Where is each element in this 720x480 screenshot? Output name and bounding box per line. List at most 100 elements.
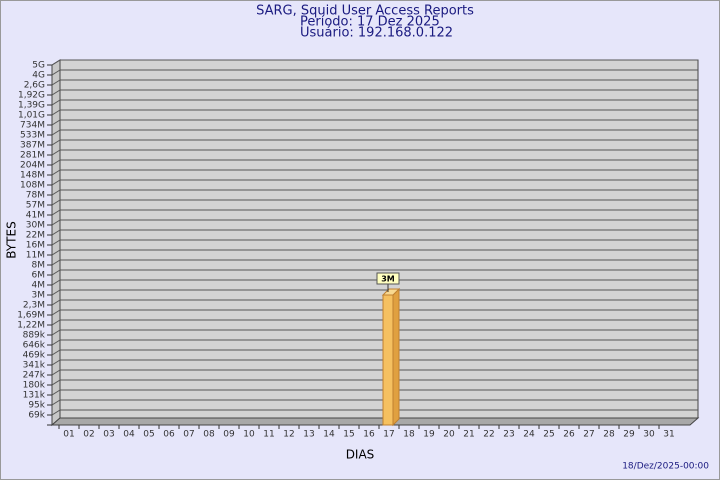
y-tick-label: 247k: [23, 371, 46, 381]
grid-line: [51, 399, 61, 406]
x-tick-label: 02: [83, 430, 94, 440]
x-tick-label: 22: [483, 430, 494, 440]
y-tick-label: 108M: [20, 181, 45, 191]
y-tick-label: 3M: [32, 291, 46, 301]
x-tick-label: 12: [283, 430, 294, 440]
y-tick-label: 6M: [32, 271, 46, 281]
chart-subtitle: Usuário: 192.168.0.122: [300, 26, 453, 41]
grid-line: [51, 109, 61, 116]
y-tick-label: 22M: [26, 231, 45, 241]
y-tick-label: 1,69M: [17, 311, 45, 321]
grid-line: [51, 189, 61, 196]
y-tick-label: 2,3M: [23, 301, 45, 311]
y-tick-label: 78M: [26, 191, 45, 201]
x-tick-label: 21: [463, 430, 474, 440]
y-tick-label: 11M: [26, 251, 45, 261]
y-tick-label: 2,6G: [24, 81, 45, 91]
x-tick-label: 24: [523, 430, 535, 440]
y-tick-label: 341k: [23, 361, 46, 371]
grid-line: [51, 239, 61, 246]
grid-line: [51, 139, 61, 146]
x-tick-label: 14: [323, 430, 335, 440]
x-tick-label: 25: [543, 430, 554, 440]
y-tick-label: 1,39G: [18, 101, 45, 111]
x-tick-label: 16: [363, 430, 375, 440]
grid-line: [51, 159, 61, 166]
label-box: [376, 272, 400, 285]
grid-line: [51, 349, 61, 356]
grid-line: [51, 149, 61, 156]
grid-line: [51, 379, 61, 386]
y-tick-label: 646k: [23, 341, 46, 351]
plot-back-wall: [59, 59, 699, 419]
grid-line: [51, 369, 61, 376]
y-tick-label: 204M: [20, 161, 45, 171]
grid-line: [51, 329, 61, 336]
x-tick-label: 03: [103, 430, 114, 440]
y-axis-title: BYTES: [5, 221, 19, 258]
grid-line: [51, 169, 61, 176]
y-tick-label: 1,92G: [18, 91, 45, 101]
chart-title: SARG, Squid User Access Reports: [256, 4, 474, 19]
y-tick-label: 5G: [32, 61, 45, 71]
x-tick-label: 04: [123, 430, 135, 440]
x-tick-label: 27: [583, 430, 594, 440]
x-tick-label: 26: [563, 430, 575, 440]
y-tick-label: 1,22M: [17, 321, 45, 331]
bar-group: 3M: [376, 272, 401, 427]
y-tick-label: 30M: [26, 221, 45, 231]
x-tick-label: 20: [443, 430, 455, 440]
footer-date: 18/Dez/2025-00:00: [622, 462, 709, 472]
x-tick-label: 11: [263, 430, 274, 440]
x-tick-label: 13: [303, 430, 314, 440]
grid-line: [51, 259, 61, 266]
grid-line: [51, 389, 61, 396]
y-tick-label: 69k: [28, 411, 45, 421]
y-tick-label: 8M: [32, 261, 46, 271]
grid-line: [51, 249, 61, 256]
grid-line: [51, 309, 61, 316]
x-axis-title: DIAS: [346, 448, 375, 462]
y-tick-label: 16M: [26, 241, 45, 251]
grid-line: [51, 79, 61, 86]
y-tick-label: 95k: [28, 401, 45, 411]
grid-line: [51, 219, 61, 226]
grid-line: [51, 409, 61, 416]
y-tick-label: 57M: [26, 201, 45, 211]
x-tick-label: 08: [203, 430, 215, 440]
plot-floor: [50, 417, 700, 426]
x-tick-label: 06: [163, 430, 175, 440]
grid-line: [51, 59, 61, 66]
y-tick-label: 387M: [20, 141, 45, 151]
y-tick-label: 889k: [23, 331, 46, 341]
grid-line: [51, 199, 61, 206]
y-tick-label: 1,01G: [18, 111, 45, 121]
y-tick-label: 4G: [32, 71, 45, 81]
y-tick-label: 469k: [23, 351, 46, 361]
chart-subtitle: Período: 17 Dez 2025: [300, 15, 440, 30]
x-tick-label: 31: [663, 430, 674, 440]
x-tick-label: 07: [183, 430, 194, 440]
y-tick-label: 281M: [20, 151, 45, 161]
x-tick-label: 30: [643, 430, 655, 440]
grid-line: [51, 279, 61, 286]
x-tick-label: 10: [243, 430, 255, 440]
x-tick-label: 28: [603, 430, 615, 440]
x-tick-label: 18: [403, 430, 415, 440]
x-tick-label: 01: [63, 430, 74, 440]
y-tick-label: 734M: [20, 121, 45, 131]
bar: [382, 294, 394, 426]
y-tick-label: 131k: [23, 391, 46, 401]
y-tick-label: 4M: [32, 281, 46, 291]
grid-line: [51, 69, 61, 76]
y-tick-label: 180k: [23, 381, 46, 391]
x-tick-label: 29: [623, 430, 635, 440]
grid-line: [51, 319, 61, 326]
grid-line: [51, 269, 61, 276]
y-tick-label: 148M: [20, 171, 45, 181]
grid-line: [51, 359, 61, 366]
grid-line: [51, 89, 61, 96]
grid-line: [51, 229, 61, 236]
value-label: 3M: [381, 275, 395, 284]
